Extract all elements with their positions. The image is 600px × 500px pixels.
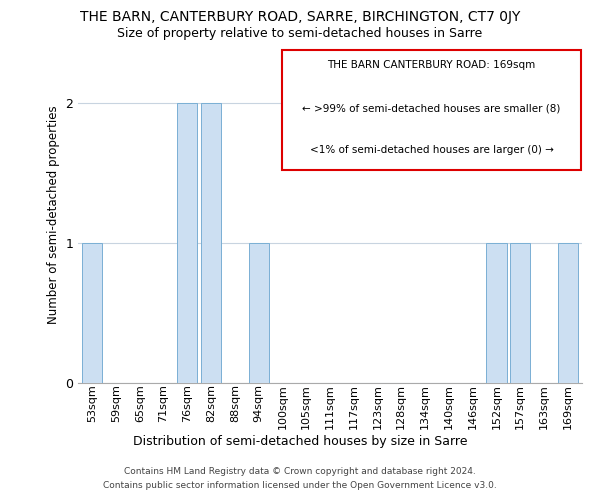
Y-axis label: Number of semi-detached properties: Number of semi-detached properties <box>47 106 59 324</box>
Bar <box>248 243 269 382</box>
Bar <box>557 243 578 382</box>
Text: <1% of semi-detached houses are larger (0) →: <1% of semi-detached houses are larger (… <box>310 145 554 155</box>
Text: Distribution of semi-detached houses by size in Sarre: Distribution of semi-detached houses by … <box>133 435 467 448</box>
FancyBboxPatch shape <box>283 50 581 170</box>
Text: Contains HM Land Registry data © Crown copyright and database right 2024.: Contains HM Land Registry data © Crown c… <box>124 468 476 476</box>
Text: THE BARN, CANTERBURY ROAD, SARRE, BIRCHINGTON, CT7 0JY: THE BARN, CANTERBURY ROAD, SARRE, BIRCHI… <box>80 10 520 24</box>
Text: THE BARN CANTERBURY ROAD: 169sqm: THE BARN CANTERBURY ROAD: 169sqm <box>328 60 536 70</box>
Bar <box>201 104 221 382</box>
Text: ← >99% of semi-detached houses are smaller (8): ← >99% of semi-detached houses are small… <box>302 104 561 114</box>
Bar <box>510 243 530 382</box>
Bar <box>177 104 197 382</box>
Text: Size of property relative to semi-detached houses in Sarre: Size of property relative to semi-detach… <box>118 28 482 40</box>
Bar <box>82 243 103 382</box>
Text: Contains public sector information licensed under the Open Government Licence v3: Contains public sector information licen… <box>103 481 497 490</box>
Bar <box>487 243 506 382</box>
